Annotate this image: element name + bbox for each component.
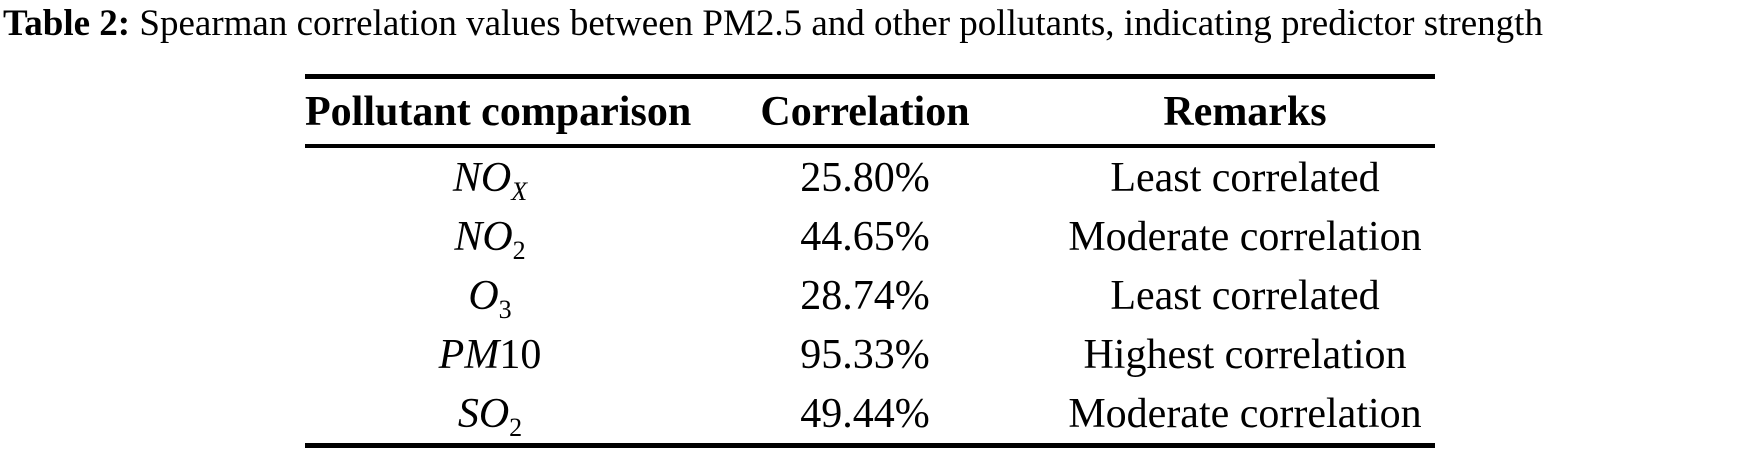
pollutant-symbol: NO	[454, 213, 513, 260]
correlation-cell: 25.80%	[800, 154, 930, 201]
table-row: NOX 25.80% Least correlated	[305, 146, 1435, 207]
pollutant-symbol: O	[468, 272, 499, 319]
table-row: NO2 44.65% Moderate correlation	[305, 207, 1435, 266]
table-head: Pollutant comparison Correlation Remarks	[305, 74, 1435, 148]
pollutant-suffix: 10	[499, 331, 542, 378]
pollutant-subscript: 2	[512, 235, 526, 265]
pollutant-cell: NOX	[305, 146, 675, 207]
header-row: Pollutant comparison Correlation Remarks	[305, 74, 1435, 148]
table-caption: Table 2: Spearman correlation values bet…	[3, 0, 1543, 48]
remarks-cell: Highest correlation	[1083, 331, 1407, 378]
table-row: O3 28.74% Least correlated	[305, 266, 1435, 325]
table-row: SO2 49.44% Moderate correlation	[305, 384, 1435, 448]
remarks-cell: Moderate correlation	[1068, 213, 1422, 260]
column-header-pollutant-comparison: Pollutant comparison	[305, 74, 691, 148]
pollutant-subscript: 2	[509, 412, 523, 442]
pollutant-symbol: SO	[457, 390, 510, 437]
correlation-cell: 95.33%	[800, 331, 930, 378]
column-header-remarks: Remarks	[1055, 74, 1435, 148]
table-row: PM10 95.33% Highest correlation	[305, 325, 1435, 384]
pollutant-subscript: 3	[498, 294, 512, 324]
caption-text: Spearman correlation values between PM2.…	[139, 3, 1543, 44]
remarks-cell: Least correlated	[1110, 272, 1380, 319]
pollutant-symbol: NO	[452, 154, 512, 201]
correlation-cell: 49.44%	[675, 384, 1055, 448]
remarks-cell: Moderate correlation	[1055, 384, 1435, 448]
pollutant-cell: PM10	[305, 325, 675, 384]
column-header-correlation: Correlation	[675, 74, 1055, 148]
pollutant-cell: O3	[305, 266, 675, 325]
correlation-table: Pollutant comparison Correlation Remarks…	[305, 74, 1435, 448]
pollutant-cell: NO2	[305, 207, 675, 266]
pollutant-symbol: PM	[438, 331, 500, 378]
table-body: NOX 25.80% Least correlated NO2 44.65% Modera…	[305, 146, 1435, 448]
correlation-cell: 44.65%	[800, 213, 930, 260]
remarks-cell: Least correlated	[1110, 154, 1380, 201]
pollutant-subscript: X	[511, 176, 528, 206]
caption-label: Table 2:	[3, 3, 131, 44]
correlation-cell: 28.74%	[800, 272, 930, 319]
pollutant-cell: SO2	[305, 384, 675, 448]
